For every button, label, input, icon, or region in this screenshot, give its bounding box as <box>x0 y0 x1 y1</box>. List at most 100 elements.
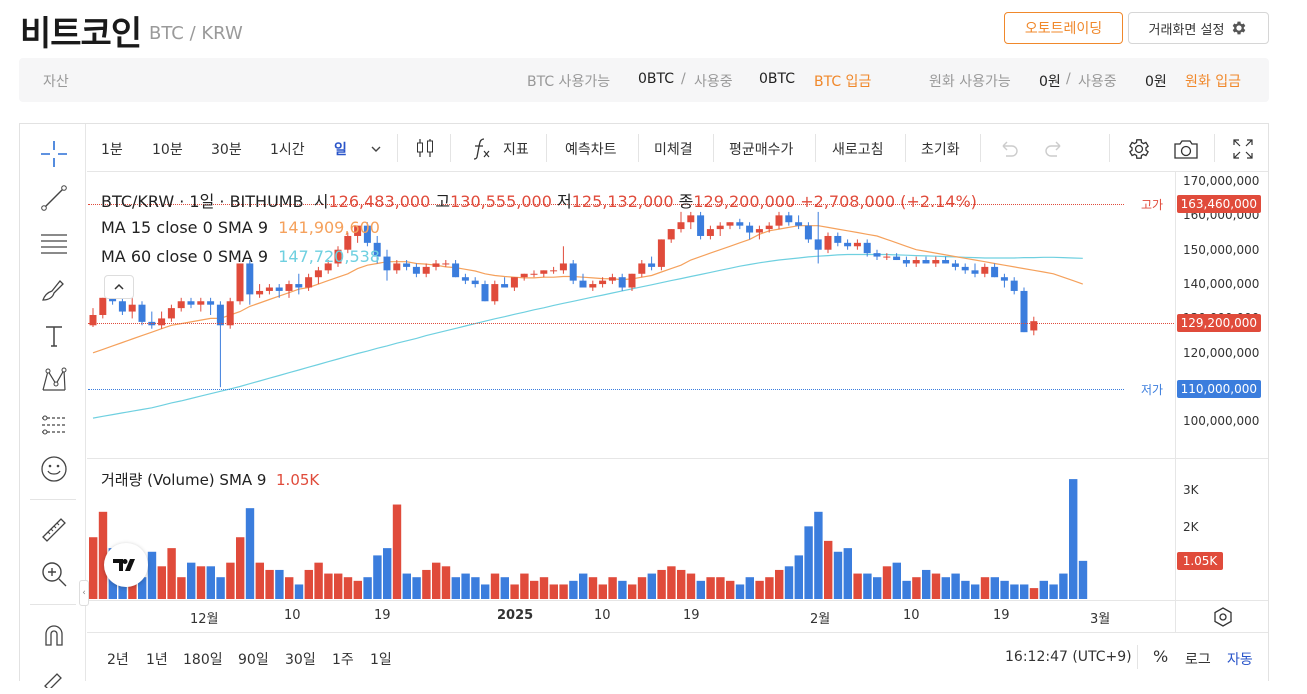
interval-30m[interactable]: 30분 <box>211 142 242 158</box>
pane-divider[interactable] <box>87 458 1268 459</box>
range-180d[interactable]: 180일 <box>183 652 223 668</box>
unfilled-orders-button[interactable]: 미체결 <box>654 142 693 158</box>
open-label: 시 <box>313 192 329 211</box>
volume-bar <box>794 555 803 599</box>
volume-bar <box>216 577 225 599</box>
asset-label: 자산 <box>43 74 69 90</box>
range-30d[interactable]: 30일 <box>285 652 316 668</box>
auto-toggle[interactable]: 자동 <box>1227 652 1253 668</box>
ma15-legend[interactable]: MA 15 close 0 SMA 9 141,909,600 <box>101 218 380 237</box>
candle-body <box>942 260 950 264</box>
price-tick: 150,000,000 <box>1183 242 1260 257</box>
volume-bar <box>598 584 607 599</box>
candle-type-icon[interactable] <box>413 136 437 160</box>
btc-deposit-link[interactable]: BTC 입금 <box>814 74 872 90</box>
percent-toggle[interactable]: % <box>1153 647 1169 666</box>
legend-collapse-button[interactable] <box>104 275 134 299</box>
redo-icon[interactable] <box>1044 138 1066 158</box>
chevron-down-icon[interactable] <box>369 142 383 156</box>
volume-bar <box>461 573 470 599</box>
emoji-icon[interactable] <box>38 453 70 485</box>
interval-1m[interactable]: 1분 <box>101 142 123 158</box>
screen-setting-button[interactable]: 거래화면 설정 <box>1128 12 1269 44</box>
clock-timezone[interactable]: 16:12:47 (UTC+9) <box>1005 649 1132 665</box>
trend-line-icon[interactable] <box>38 182 70 214</box>
candle-body <box>89 314 97 326</box>
candle-body <box>158 318 166 326</box>
candle-body <box>579 280 587 288</box>
tradingview-logo[interactable] <box>104 543 148 587</box>
brush-icon[interactable] <box>38 274 70 306</box>
interval-10m[interactable]: 10분 <box>152 142 183 158</box>
avg-buy-price-button[interactable]: 평균매수가 <box>729 142 794 158</box>
volume-bar <box>353 580 362 599</box>
range-90d[interactable]: 90일 <box>238 652 269 668</box>
interval-day[interactable]: 일 <box>334 142 347 158</box>
range-1d[interactable]: 1일 <box>370 652 392 668</box>
crosshair-icon[interactable] <box>38 138 70 170</box>
range-2y[interactable]: 2년 <box>107 652 129 668</box>
toolbar-collapse-handle[interactable]: ‹ <box>79 580 89 606</box>
krw-deposit-link[interactable]: 원화 입금 <box>1185 74 1241 90</box>
candle-body <box>412 266 420 274</box>
volume-bar <box>412 577 421 599</box>
interval-1h[interactable]: 1시간 <box>270 142 305 158</box>
volume-legend[interactable]: 거래량 (Volume) SMA 9 1.05K <box>101 469 319 490</box>
price-axis-border <box>1175 172 1176 632</box>
current-price-tag: 129,200,000 <box>1177 314 1261 332</box>
undo-icon[interactable] <box>997 138 1019 158</box>
forecast-chart-button[interactable]: 예측차트 <box>565 142 617 158</box>
volume-bar <box>1049 584 1058 599</box>
camera-icon[interactable] <box>1172 137 1200 161</box>
log-toggle[interactable]: 로그 <box>1185 652 1211 668</box>
candle-body <box>991 266 999 278</box>
candle-body <box>902 260 910 264</box>
ma60-legend[interactable]: MA 60 close 0 SMA 9 147,720,538 <box>101 247 380 266</box>
volume-bar <box>147 551 157 599</box>
candle-body <box>628 273 636 288</box>
zoom-in-icon[interactable] <box>38 558 70 590</box>
reset-button[interactable]: 초기화 <box>921 142 960 158</box>
ma60-line <box>92 253 1083 419</box>
magnet-icon[interactable] <box>38 620 70 652</box>
candle-body <box>118 301 126 312</box>
candle-body <box>275 287 283 291</box>
ruler-icon[interactable] <box>38 514 70 546</box>
prediction-icon[interactable] <box>38 409 70 441</box>
text-tool-icon[interactable] <box>38 320 70 352</box>
axis-settings-icon[interactable] <box>1212 606 1234 628</box>
candle-body <box>177 301 185 309</box>
candle-body <box>138 304 146 322</box>
candle-body <box>344 235 352 250</box>
pattern-icon[interactable] <box>38 364 70 396</box>
volume-tick-3k: 3K <box>1183 483 1199 497</box>
range-1w[interactable]: 1주 <box>332 652 354 668</box>
volume-label: 거래량 (Volume) SMA 9 <box>101 471 267 489</box>
volume-bar <box>716 577 725 599</box>
candle-body <box>844 242 852 247</box>
volume-bar <box>951 573 960 599</box>
volume-bar <box>285 577 294 599</box>
candle-body <box>726 222 734 226</box>
volume-bar <box>1078 560 1088 599</box>
volume-bar <box>402 573 411 599</box>
lock-drawing-icon[interactable] <box>38 662 70 694</box>
time-axis-border <box>87 600 1268 601</box>
volume-bar <box>941 577 950 599</box>
volume-bar <box>314 562 323 599</box>
fullscreen-icon[interactable] <box>1232 138 1254 160</box>
candle-body <box>540 270 548 274</box>
candle-body <box>452 263 460 278</box>
settings-gear-icon[interactable] <box>1126 136 1152 162</box>
indicator-button[interactable]: 지표 <box>503 142 529 158</box>
auto-trading-button[interactable]: 오토트레이딩 <box>1004 12 1123 44</box>
toolbar-divider-7 <box>905 134 906 162</box>
candle-body <box>638 263 646 274</box>
open-value: 126,483,000 <box>328 192 431 211</box>
candle-body <box>305 277 313 288</box>
refresh-button[interactable]: 새로고침 <box>832 142 884 158</box>
indicator-fx-icon[interactable] <box>471 136 493 160</box>
range-1y[interactable]: 1년 <box>146 652 168 668</box>
fib-lines-icon[interactable] <box>38 227 70 259</box>
